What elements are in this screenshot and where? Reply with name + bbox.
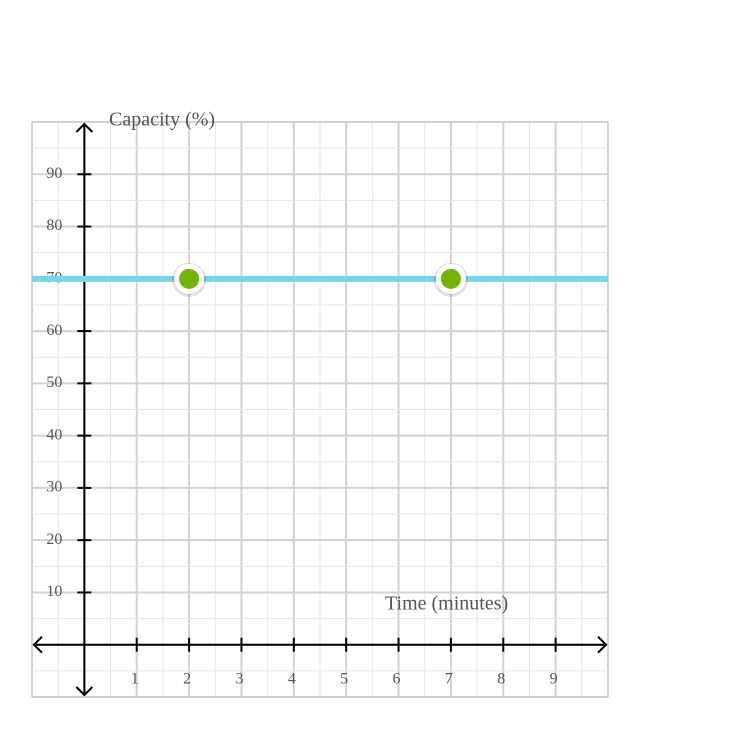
x-tick-label: 3 bbox=[235, 670, 243, 687]
grid bbox=[31, 121, 609, 698]
y-tick-label: 30 bbox=[46, 479, 62, 496]
point[interactable] bbox=[174, 263, 205, 294]
x-tick-label: 7 bbox=[445, 670, 453, 687]
x-tick-label: 9 bbox=[550, 670, 558, 687]
y-tick-label: 80 bbox=[46, 217, 62, 234]
x-axis-label: Time (minutes) bbox=[385, 593, 508, 615]
x-tick-label: 8 bbox=[497, 670, 505, 687]
x-tick-label: 2 bbox=[183, 670, 191, 687]
y-tick-label: 60 bbox=[46, 322, 62, 339]
arrow bbox=[597, 636, 608, 654]
y-tick-label: 40 bbox=[46, 426, 62, 443]
y-tick-label: 50 bbox=[46, 374, 62, 391]
y-tick-label: 10 bbox=[46, 583, 62, 600]
point[interactable] bbox=[435, 263, 466, 294]
x-tick-label: 4 bbox=[288, 670, 296, 687]
arrow bbox=[75, 686, 94, 697]
x-tick-label: 1 bbox=[131, 670, 139, 687]
x-tick-label: 6 bbox=[393, 670, 401, 687]
y-tick-label: 90 bbox=[46, 165, 62, 182]
arrow bbox=[32, 636, 43, 654]
x-tick-label: 5 bbox=[340, 670, 348, 687]
arrow bbox=[75, 122, 94, 133]
y-axis-label: Capacity (%) bbox=[109, 109, 215, 131]
y-tick-label: 20 bbox=[46, 531, 62, 548]
